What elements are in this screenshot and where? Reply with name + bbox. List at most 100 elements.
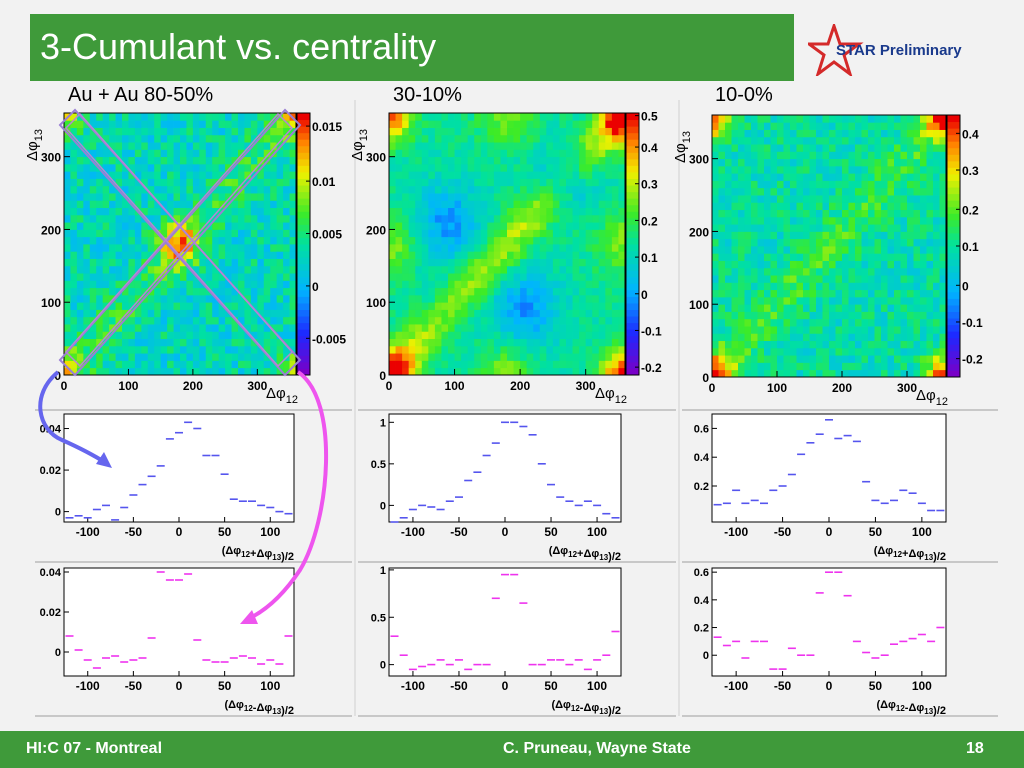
x-tick-label: 0 (176, 679, 183, 693)
heatmap-cell (276, 353, 284, 361)
heatmap-cell (611, 207, 619, 216)
heatmap-cell (712, 173, 719, 181)
x-axis-label: (Δφ12+Δφ13)/2 (549, 545, 621, 563)
heatmap-cell (70, 302, 78, 310)
heatmap-cell (592, 309, 600, 318)
heatmap-cell (408, 236, 416, 245)
heatmap-cell (192, 200, 200, 209)
heatmap-cell (566, 236, 573, 245)
heatmap-cell (102, 127, 110, 136)
x-tick-label: -50 (450, 525, 468, 539)
heatmap-cell (829, 122, 836, 130)
heatmap-cell (389, 258, 396, 267)
heatmap-cell (115, 338, 123, 347)
heatmap-cell (835, 260, 843, 269)
heatmap-cell (842, 202, 849, 211)
heatmap-cell (487, 113, 495, 121)
heatmap-cell (744, 173, 752, 181)
heatmap-cell (270, 331, 278, 340)
heatmap-cell (725, 355, 732, 363)
heatmap-cell (402, 229, 410, 238)
heatmap-cell (855, 340, 862, 349)
heatmap-cell (764, 340, 771, 349)
heatmap-cell (874, 173, 882, 181)
heatmap-cell (933, 165, 940, 174)
heatmap-cell (96, 193, 104, 201)
heatmap-cell (894, 362, 901, 371)
heatmap-cell (192, 207, 200, 216)
heatmap-cell (238, 120, 245, 128)
heatmap-cell (493, 309, 501, 318)
heatmap-cell (402, 367, 410, 376)
heatmap-cell (402, 294, 410, 303)
heatmap-cell (605, 222, 613, 230)
heatmap-cell (109, 156, 116, 165)
heatmap-cell (115, 142, 123, 150)
heatmap-cell (180, 229, 187, 238)
heatmap-cell (109, 214, 116, 223)
heatmap-cell (881, 304, 888, 312)
heatmap-cell (605, 185, 613, 194)
heatmap-cell (539, 367, 547, 376)
y-tick-label: 0.2 (694, 481, 709, 493)
heatmap-cell (441, 178, 449, 187)
x-tick-label: 300 (247, 379, 267, 393)
heatmap-cell (796, 209, 804, 218)
heatmap-cell (744, 253, 752, 261)
heatmap-cell (926, 158, 934, 167)
heatmap-cell (83, 338, 91, 347)
heatmap-cell (796, 129, 804, 138)
heatmap-cell (257, 251, 265, 259)
heatmap-cell (408, 178, 416, 187)
heatmap-cell (611, 120, 619, 128)
heatmap-cell (618, 360, 626, 369)
heatmap-cell (141, 345, 149, 354)
heatmap-cell (102, 273, 110, 281)
heatmap-cell (199, 338, 207, 347)
heatmap-cell (96, 345, 104, 354)
heatmap-cell (764, 275, 771, 283)
heatmap-cell (546, 251, 554, 259)
colorbar-segment (947, 200, 960, 208)
heatmap-cell (559, 207, 567, 216)
heatmap-cell (559, 171, 567, 179)
heatmap-cell (559, 294, 567, 303)
heatmap-cell (572, 367, 580, 376)
heatmap-cell (64, 244, 71, 252)
heatmap-cell (180, 149, 187, 158)
heatmap-cell (920, 289, 927, 298)
x-tick-label: 50 (869, 525, 883, 539)
heatmap-cell (89, 244, 97, 252)
heatmap-cell (289, 324, 297, 332)
heatmap-cell (434, 127, 442, 136)
heatmap-cell (395, 156, 403, 165)
heatmap-cell (618, 367, 626, 376)
heatmap-cell (874, 195, 882, 203)
heatmap-cell (389, 156, 396, 165)
heatmap-cell (592, 113, 600, 121)
heatmap-cell (894, 195, 901, 203)
heatmap-cell (894, 165, 901, 174)
heatmap-cell (270, 294, 278, 303)
heatmap-cell (783, 296, 791, 305)
heatmap-cell (848, 260, 856, 269)
y-tick-label: 0.4 (694, 452, 710, 464)
heatmap-cell (913, 238, 921, 247)
heatmap-cell (926, 333, 934, 342)
heatmap-cell (605, 200, 613, 209)
heatmap-cell (218, 134, 226, 143)
heatmap-cell (731, 187, 739, 196)
heatmap-cell (507, 142, 514, 150)
heatmap-cell (289, 178, 297, 187)
heatmap-cell (395, 302, 403, 310)
y-tick-label: 0.5 (371, 459, 386, 471)
heatmap-cell (874, 347, 882, 356)
heatmap-cell (283, 294, 290, 303)
heatmap-cell (894, 333, 901, 342)
heatmap-cell (173, 302, 181, 310)
heatmap-cell (76, 302, 84, 310)
heatmap-cell (783, 260, 791, 269)
heatmap-cell (173, 324, 181, 332)
heatmap-cell (829, 224, 836, 232)
